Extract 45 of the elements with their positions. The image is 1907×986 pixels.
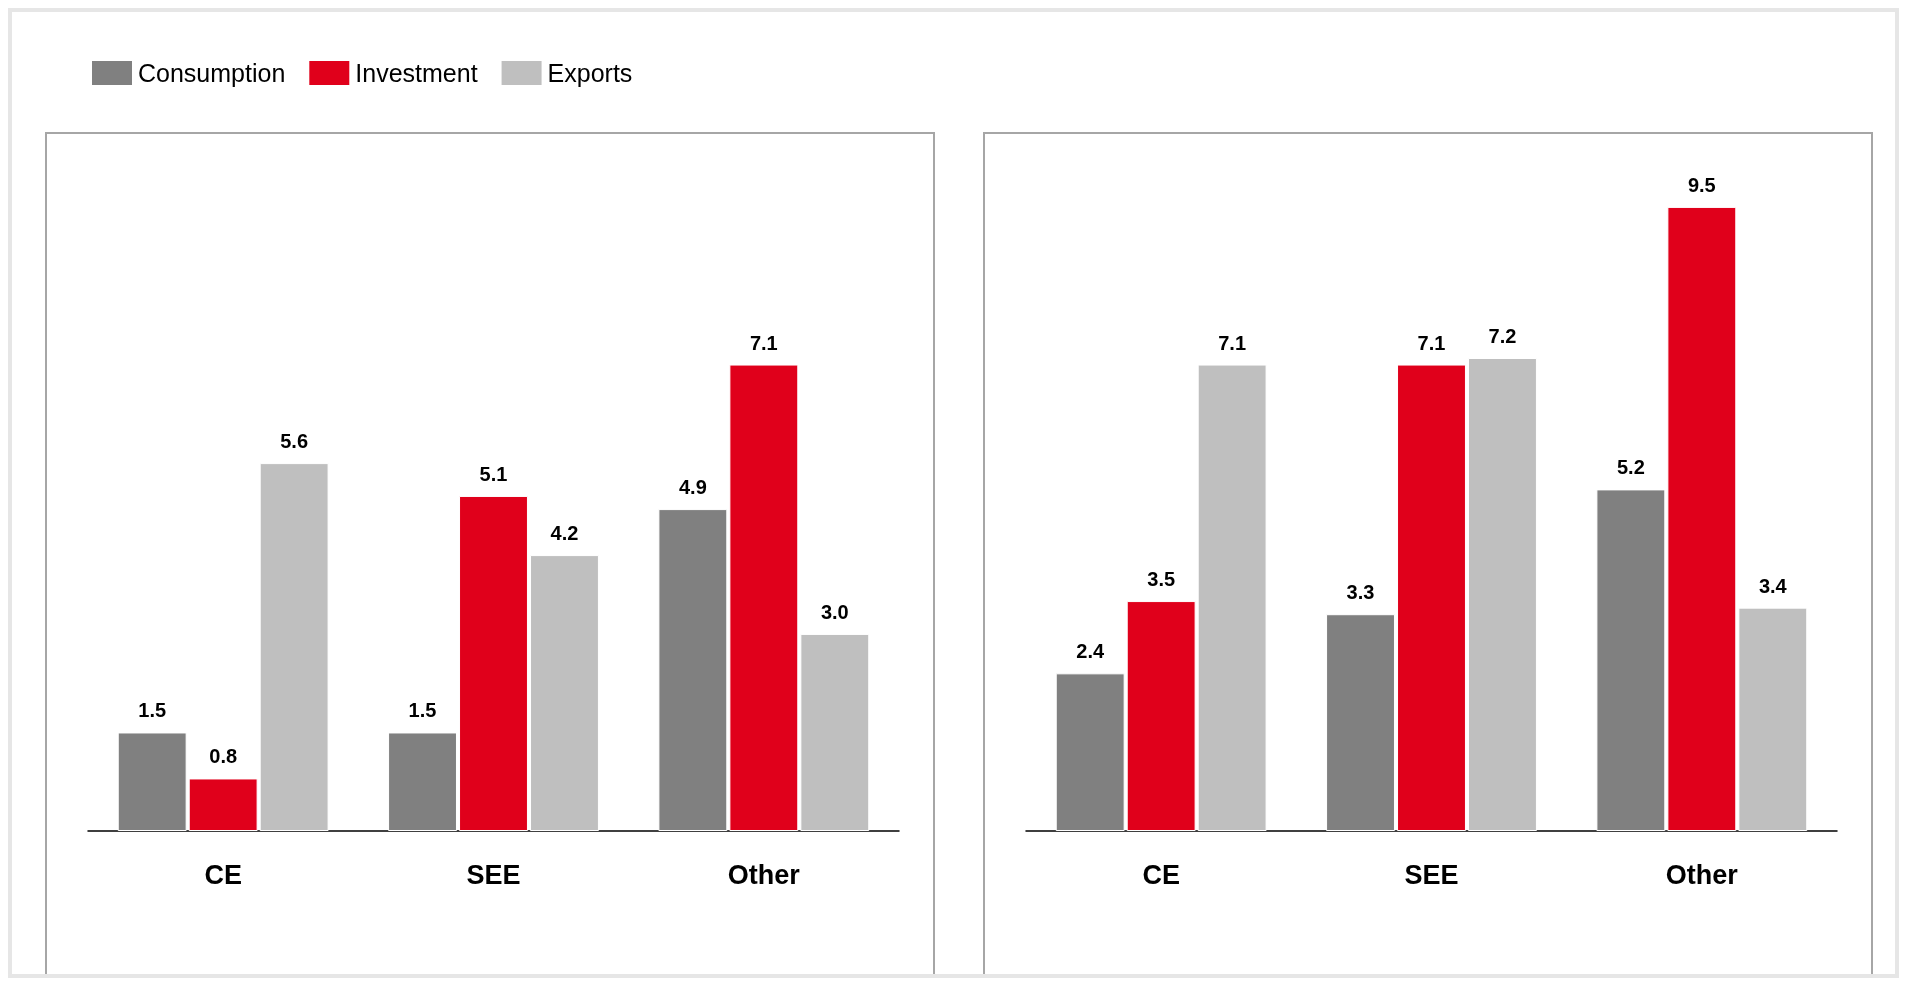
- data-label: 2.4: [1076, 640, 1105, 663]
- data-label: 9.5: [1687, 173, 1716, 196]
- data-label: 3.4: [1758, 574, 1788, 597]
- x-tick-label: Other: [727, 859, 801, 890]
- data-label: 4.9: [678, 476, 707, 499]
- bar: [459, 495, 528, 831]
- bar: [729, 364, 799, 831]
- data-label: 3.3: [1346, 581, 1375, 604]
- data-label: 5.1: [479, 462, 508, 485]
- bar: [117, 732, 187, 831]
- data-label: 0.8: [209, 745, 238, 768]
- data-label: 4.2: [550, 522, 579, 545]
- bar: [1738, 607, 1808, 831]
- bar: [1667, 206, 1737, 831]
- legend-label: Consumption: [138, 59, 286, 87]
- x-tick-label: Other: [1665, 859, 1739, 890]
- data-label: 7.1: [1417, 331, 1446, 354]
- bar: [1055, 673, 1125, 831]
- x-tick-label: SEE: [466, 859, 521, 890]
- bar: [1397, 364, 1466, 831]
- bar: [530, 555, 599, 831]
- bar: [1596, 489, 1666, 831]
- bar: [1326, 614, 1395, 831]
- legend-label: Investment: [355, 59, 478, 87]
- data-label: 7.1: [749, 331, 778, 354]
- bar: [188, 778, 258, 831]
- bar: [1126, 601, 1196, 831]
- bar: [259, 463, 329, 831]
- bar: [800, 633, 870, 831]
- data-label: 1.5: [138, 699, 167, 722]
- data-label: 5.6: [280, 430, 309, 453]
- bar: [1197, 364, 1267, 831]
- data-label: 1.5: [408, 699, 437, 722]
- x-tick-label: CE: [204, 859, 242, 890]
- data-label: 3.5: [1147, 568, 1176, 591]
- x-tick-label: SEE: [1404, 859, 1459, 890]
- data-label: 7.2: [1488, 324, 1517, 347]
- legend-label: Exports: [547, 59, 633, 87]
- x-tick-label: CE: [1142, 859, 1180, 890]
- bar: [388, 732, 457, 831]
- bar: [658, 509, 728, 831]
- data-label: 5.2: [1616, 456, 1645, 479]
- data-label: 7.1: [1218, 331, 1247, 354]
- data-label: 3.0: [820, 600, 849, 623]
- bar: [1468, 357, 1537, 831]
